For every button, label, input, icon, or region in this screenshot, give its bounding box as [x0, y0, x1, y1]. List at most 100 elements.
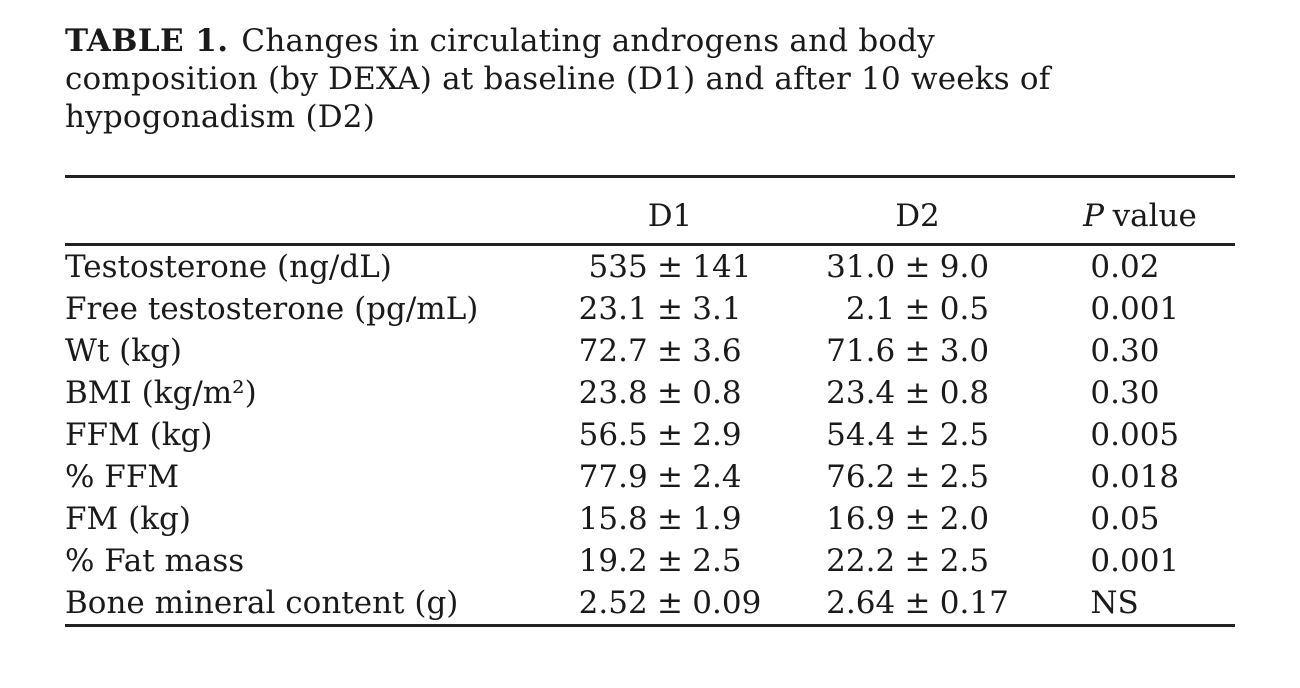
d2-value: 54.4 ±2.5	[826, 417, 990, 453]
d2-value: 16.9 ±2.0	[826, 501, 990, 537]
plus-minus-symbol: ±	[657, 585, 683, 621]
table-row: BMI (kg/m²) 23.8 ±0.8 23.4 ±0.8 0.30	[65, 372, 1235, 414]
col-header-empty	[65, 176, 550, 246]
table-number-label: TABLE 1.	[65, 23, 229, 59]
d1-cell: 19.2 ±2.5	[550, 540, 790, 582]
table-figure: TABLE 1. Changes in circulating androgens…	[65, 22, 1300, 627]
table-row: Bone mineral content (g) 2.52 ±0.09 2.64 ±…	[65, 582, 1235, 626]
p-value: 0.30	[1090, 375, 1160, 411]
p-cell: 0.05	[1045, 498, 1235, 540]
d2-cell: 16.9 ±2.0	[790, 498, 1045, 540]
d1-value: 19.2 ±2.5	[578, 543, 742, 579]
p-header-italic: P	[1083, 198, 1104, 234]
plus-minus-symbol: ±	[657, 333, 683, 369]
d2-cell: 54.4 ±2.5	[790, 414, 1045, 456]
plus-minus-symbol: ±	[657, 375, 683, 411]
table-row: FM (kg) 15.8 ±1.9 16.9 ±2.0 0.05	[65, 498, 1235, 540]
d1-cell: 2.52 ±0.09	[550, 582, 790, 626]
caption-line-2: composition (by DEXA) at baseline (D1) a…	[65, 61, 1051, 97]
d2-cell: 23.4 ±0.8	[790, 372, 1045, 414]
p-cell: 0.02	[1045, 245, 1235, 289]
plus-minus-symbol: ±	[904, 375, 931, 411]
d1-cell: 56.5 ±2.9	[550, 414, 790, 456]
plus-minus-symbol: ±	[904, 543, 931, 579]
d1-value: 56.5 ±2.9	[578, 417, 742, 453]
d1-value: 23.8 ±0.8	[578, 375, 742, 411]
col-header-d1: D1	[550, 176, 790, 246]
d1-value: 77.9 ±2.4	[578, 459, 742, 495]
row-label: Testosterone (ng/dL)	[65, 249, 392, 285]
p-value: 0.30	[1090, 333, 1160, 369]
row-label: Free testosterone (pg/mL)	[65, 291, 479, 327]
p-value: NS	[1090, 585, 1139, 621]
p-cell: 0.005	[1045, 414, 1235, 456]
plus-minus-symbol: ±	[657, 291, 683, 327]
d2-value: 2.1 ±0.5	[845, 291, 990, 327]
table-caption: TABLE 1. Changes in circulating androgens…	[65, 22, 1300, 136]
table-row: Wt (kg) 72.7 ±3.6 71.6 ±3.0 0.30	[65, 330, 1235, 372]
plus-minus-symbol: ±	[904, 333, 931, 369]
p-cell: 0.30	[1045, 330, 1235, 372]
row-label: BMI (kg/m²)	[65, 375, 257, 411]
d1-cell: 72.7 ±3.6	[550, 330, 790, 372]
d1-value: 23.1 ±3.1	[578, 291, 742, 327]
table-row: % FFM 77.9 ±2.4 76.2 ±2.5 0.018	[65, 456, 1235, 498]
p-header-rest: value	[1112, 198, 1197, 234]
caption-text-1: Changes in circulating androgens and bod…	[241, 23, 935, 59]
d2-value: 76.2 ±2.5	[826, 459, 990, 495]
table-row: Free testosterone (pg/mL) 23.1 ±3.1 2.1 ±0…	[65, 288, 1235, 330]
row-label: Wt (kg)	[65, 333, 182, 369]
d2-cell: 22.2 ±2.5	[790, 540, 1045, 582]
d1-value: 15.8 ±1.9	[578, 501, 742, 537]
d1-cell: 15.8 ±1.9	[550, 498, 790, 540]
d1-cell: 535 ±141	[550, 245, 790, 289]
d2-value: 23.4 ±0.8	[826, 375, 990, 411]
plus-minus-symbol: ±	[904, 417, 931, 453]
d1-value: 535 ±141	[588, 249, 752, 285]
plus-minus-symbol: ±	[904, 459, 931, 495]
d2-value: 2.64 ±0.17	[826, 585, 1009, 621]
caption-line-1: TABLE 1. Changes in circulating androgens…	[65, 22, 1300, 60]
d1-cell: 23.8 ±0.8	[550, 372, 790, 414]
p-cell: 0.001	[1045, 540, 1235, 582]
d2-cell: 2.1 ±0.5	[790, 288, 1045, 330]
col-header-d2: D2	[790, 176, 1045, 246]
d2-value: 22.2 ±2.5	[826, 543, 990, 579]
plus-minus-symbol: ±	[657, 459, 683, 495]
d2-cell: 76.2 ±2.5	[790, 456, 1045, 498]
p-value: 0.018	[1090, 459, 1180, 495]
p-cell: 0.30	[1045, 372, 1235, 414]
d2-value: 71.6 ±3.0	[826, 333, 990, 369]
d2-cell: 71.6 ±3.0	[790, 330, 1045, 372]
row-label: FFM (kg)	[65, 417, 213, 453]
p-value: 0.001	[1090, 291, 1180, 327]
caption-line-3: hypogonadism (D2)	[65, 99, 376, 135]
d2-value: 31.0 ±9.0	[826, 249, 990, 285]
p-cell: NS	[1045, 582, 1235, 626]
d1-cell: 77.9 ±2.4	[550, 456, 790, 498]
table-row: Testosterone (ng/dL) 535 ±141 31.0 ±9.0 0.…	[65, 245, 1235, 289]
row-label: % FFM	[65, 459, 180, 495]
table-row: % Fat mass 19.2 ±2.5 22.2 ±2.5 0.001	[65, 540, 1235, 582]
plus-minus-symbol: ±	[657, 543, 683, 579]
d1-value: 2.52 ±0.09	[578, 585, 762, 621]
plus-minus-symbol: ±	[657, 417, 683, 453]
p-cell: 0.018	[1045, 456, 1235, 498]
plus-minus-symbol: ±	[904, 291, 931, 327]
p-value: 0.001	[1090, 543, 1180, 579]
d2-cell: 31.0 ±9.0	[790, 245, 1045, 289]
d1-cell: 23.1 ±3.1	[550, 288, 790, 330]
row-label: FM (kg)	[65, 501, 191, 537]
d2-cell: 2.64 ±0.17	[790, 582, 1045, 626]
p-cell: 0.001	[1045, 288, 1235, 330]
row-label: % Fat mass	[65, 543, 245, 579]
plus-minus-symbol: ±	[904, 585, 931, 621]
p-value: 0.02	[1090, 249, 1160, 285]
plus-minus-symbol: ±	[657, 501, 683, 537]
p-value: 0.005	[1090, 417, 1180, 453]
row-label: Bone mineral content (g)	[65, 585, 459, 621]
